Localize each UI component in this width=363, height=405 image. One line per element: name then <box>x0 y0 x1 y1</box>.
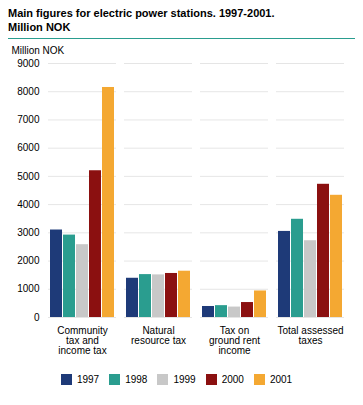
svg-text:6000: 6000 <box>17 142 40 153</box>
html-text:2000: 2000 <box>221 374 244 385</box>
svg-text:Tax onground rentincome: Tax onground rentincome <box>209 325 260 356</box>
html-text:1998: 1998 <box>125 374 148 385</box>
svg-text:7000: 7000 <box>17 114 40 125</box>
svg-text:Naturalresource tax: Naturalresource tax <box>131 325 186 346</box>
html-text:1997: 1997 <box>76 374 100 385</box>
svg-text:2000: 2000 <box>17 255 40 266</box>
html-text:2001: 2001 <box>269 374 293 385</box>
svg-text:5000: 5000 <box>17 171 40 182</box>
html-text:Million NOK: Million NOK <box>8 21 71 33</box>
svg-text:1000: 1000 <box>17 283 40 294</box>
html-text:1999: 1999 <box>173 374 196 385</box>
svg-text:Communitytax andincome tax: Communitytax andincome tax <box>57 325 108 356</box>
svg-text:0: 0 <box>34 312 40 323</box>
svg-text:3000: 3000 <box>17 227 40 238</box>
svg-text:4000: 4000 <box>17 199 40 210</box>
svg-text:Total assessedtaxes: Total assessedtaxes <box>277 325 343 346</box>
html-text:Main figures for electric powe: Main figures for electric power stations… <box>8 7 275 19</box>
svg-text:9000: 9000 <box>17 58 40 69</box>
svg-text:Million NOK: Million NOK <box>12 45 65 56</box>
svg-text:8000: 8000 <box>17 86 40 97</box>
